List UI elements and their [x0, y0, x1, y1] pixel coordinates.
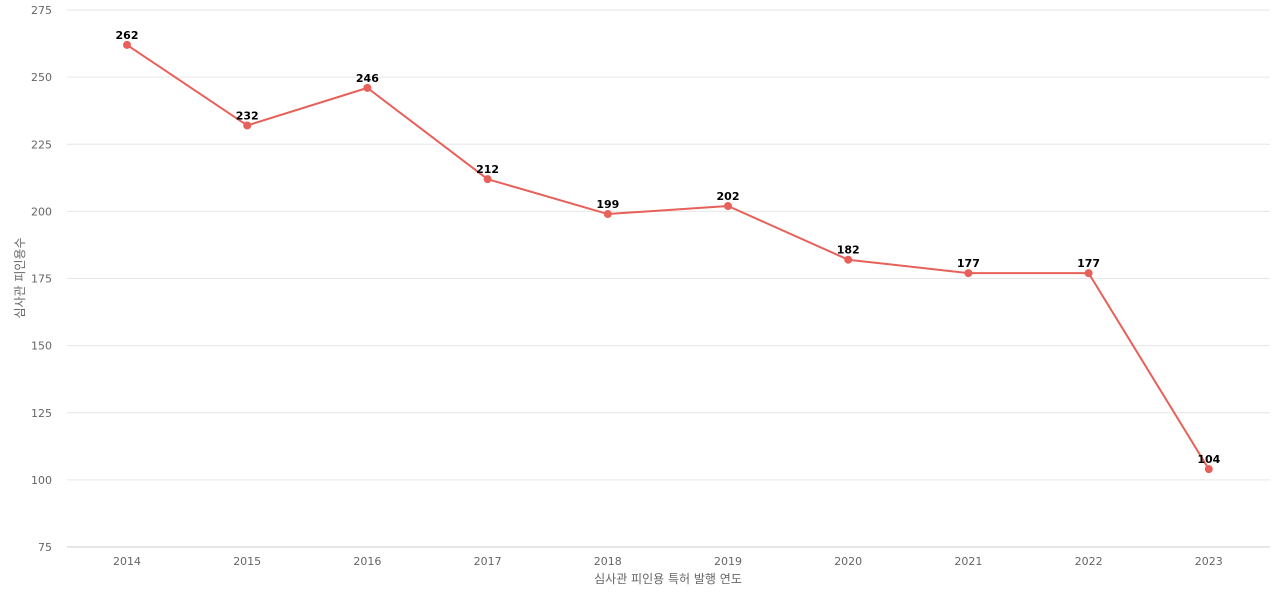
x-tick-label: 2014: [113, 555, 141, 568]
x-tick-label: 2022: [1075, 555, 1103, 568]
y-tick-label: 175: [31, 273, 52, 286]
data-label: 177: [957, 257, 980, 270]
data-labels: 262 232 246 212 199 202 182 177 177 104: [116, 29, 1221, 466]
data-point[interactable]: [123, 40, 131, 49]
y-tick-label: 150: [31, 340, 52, 353]
data-point[interactable]: [964, 269, 973, 278]
data-label: 232: [236, 109, 259, 122]
grid-lines: [67, 9, 1270, 548]
x-tick-label: 2018: [594, 555, 622, 568]
y-axis-ticks: 75 100 125 150 175 200 225 250 275: [31, 4, 52, 554]
x-tick-label: 2017: [474, 555, 502, 568]
data-point[interactable]: [483, 175, 492, 184]
y-tick-label: 225: [31, 138, 52, 151]
y-axis-title: 심사관 피인용수: [13, 237, 27, 318]
x-tick-label: 2015: [233, 555, 261, 568]
series-line: [126, 44, 1210, 470]
x-tick-label: 2016: [353, 555, 381, 568]
data-label: 246: [356, 72, 379, 85]
y-tick-label: 200: [31, 205, 52, 218]
data-point[interactable]: [844, 255, 853, 264]
series-layer: [123, 40, 1213, 474]
data-point[interactable]: [724, 202, 732, 211]
data-label: 212: [476, 163, 499, 176]
x-axis-title: 심사관 피인용 특허 발행 연도: [594, 571, 742, 586]
data-point[interactable]: [1204, 465, 1213, 474]
x-axis-ticks: 2014 2015 2016 2017 2018 2019 2020 2021 2022 2023: [113, 555, 1223, 568]
x-tick-label: 2020: [834, 555, 862, 568]
x-tick-label: 2023: [1195, 555, 1223, 568]
data-label: 104: [1197, 453, 1220, 466]
y-tick-label: 250: [31, 71, 52, 84]
y-tick-label: 275: [31, 4, 52, 17]
data-point[interactable]: [243, 121, 252, 130]
y-tick-label: 125: [31, 407, 52, 420]
y-tick-label: 100: [31, 474, 52, 487]
data-point[interactable]: [363, 83, 372, 92]
data-label: 182: [837, 244, 860, 257]
data-label: 202: [717, 190, 740, 203]
data-label: 177: [1077, 257, 1100, 270]
x-tick-label: 2021: [954, 555, 982, 568]
x-tick-label: 2019: [714, 555, 742, 568]
data-label: 199: [596, 198, 619, 211]
data-point[interactable]: [603, 210, 612, 219]
data-point[interactable]: [1084, 269, 1093, 278]
data-label: 262: [116, 29, 139, 42]
y-tick-label: 75: [38, 541, 52, 554]
